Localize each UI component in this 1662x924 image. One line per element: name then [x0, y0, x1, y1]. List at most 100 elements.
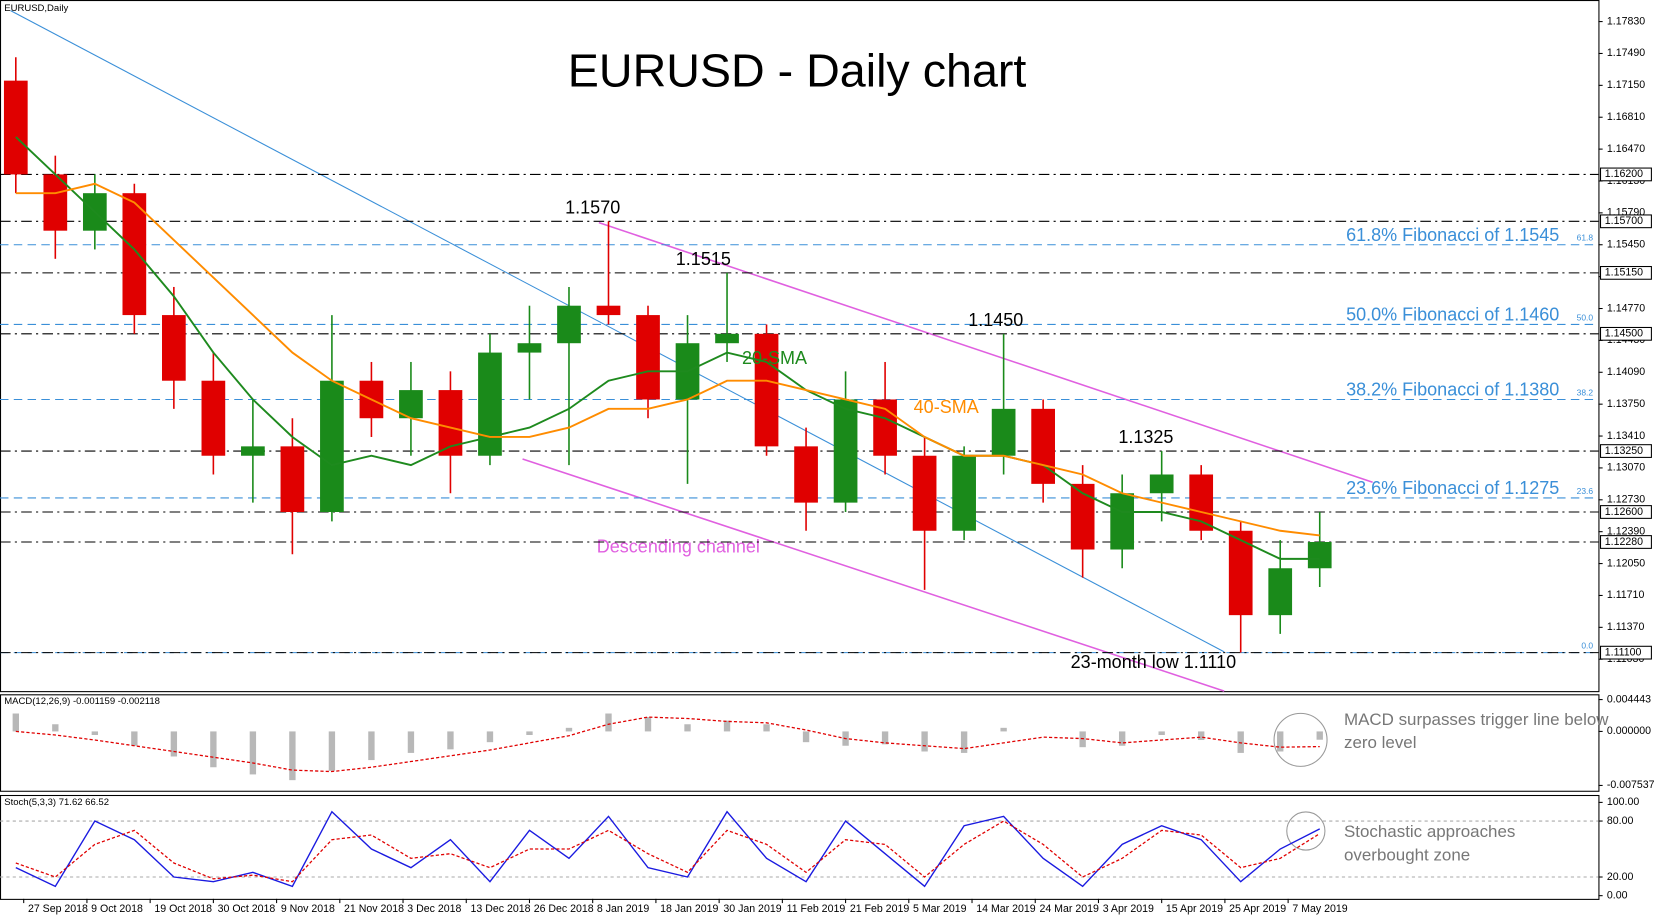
- y-tick-label: 1.12730: [1607, 494, 1645, 506]
- candle-body: [478, 352, 502, 456]
- y-tick-label: 1.17490: [1607, 47, 1645, 59]
- macd-panel: [0, 694, 1600, 792]
- stoch-circle: [1286, 811, 1326, 851]
- fib-label: 23.6% Fibonacci of 1.1275: [1346, 478, 1559, 498]
- x-tick-label: 30 Jan 2019: [723, 903, 781, 915]
- symbol-header: EURUSD,Daily: [4, 3, 68, 14]
- macd-bar: [802, 731, 810, 743]
- level-label: 1.14500: [1605, 328, 1643, 340]
- x-tick-label: 9 Nov 2018: [281, 903, 335, 915]
- macd-note: MACD surpasses trigger line below zero le…: [1344, 710, 1609, 752]
- macd-bar: [1000, 727, 1007, 732]
- macd-bar: [723, 720, 731, 732]
- macd-bar: [1237, 731, 1244, 753]
- macd-bar: [447, 731, 454, 750]
- level-box: [1599, 214, 1652, 229]
- signal-line: [15, 716, 1320, 773]
- fib-label: 61.8% Fibonacci of 1.1545: [1346, 225, 1559, 245]
- sma-label: 40-SMA: [914, 397, 979, 417]
- x-tick-label: 24 Mar 2019: [1039, 903, 1099, 915]
- candle-body: [1307, 542, 1332, 569]
- y-tick-label: 1.17150: [1607, 79, 1645, 91]
- y-tick-label: 1.13410: [1607, 430, 1645, 442]
- annotation: 1.1450: [968, 310, 1023, 330]
- x-tick-label: 13 Dec 2018: [470, 903, 530, 915]
- y-tick-label: 20.00: [1607, 871, 1634, 883]
- y-tick-label: 0.004443: [1607, 693, 1651, 705]
- x-tick-label: 9 Oct 2018: [91, 903, 143, 915]
- x-tick-label: 19 Oct 2018: [154, 903, 212, 915]
- macd-bar: [12, 713, 19, 732]
- candle-body: [320, 380, 344, 512]
- chart-title: EURUSD - Daily chart: [568, 45, 1027, 97]
- sma-line: [15, 136, 1320, 560]
- macd-bar: [644, 717, 652, 732]
- stoch-panel: [0, 794, 1600, 900]
- macd-bar: [368, 731, 375, 761]
- x-tick-label: 21 Nov 2018: [344, 903, 404, 915]
- fib-tag: 23.6: [1577, 486, 1594, 496]
- macd-bar: [921, 731, 928, 752]
- x-tick-label: 21 Feb 2019: [850, 903, 910, 915]
- candle-body: [557, 305, 581, 344]
- main-panel: [0, 0, 1600, 693]
- candle-body: [162, 315, 186, 381]
- level-label: 1.12600: [1605, 506, 1643, 518]
- x-tick-label: 18 Jan 2019: [660, 903, 718, 915]
- macd-bar: [526, 731, 533, 735]
- y-tick-label: 1.12390: [1607, 525, 1645, 537]
- x-tick-label: 5 Mar 2019: [913, 903, 967, 915]
- stoch-k: [15, 810, 1321, 888]
- candle-body: [517, 343, 542, 353]
- macd-bar: [1079, 731, 1086, 748]
- level-label: 1.16200: [1605, 168, 1643, 180]
- candle-body: [1110, 493, 1135, 550]
- macd-bar: [91, 731, 99, 735]
- level-box: [1599, 167, 1652, 182]
- y-tick-label: -0.007537: [1607, 779, 1655, 791]
- fib-tag: 50.0: [1577, 312, 1594, 322]
- y-tick-label: 1.16810: [1607, 111, 1645, 123]
- macd-bar: [1316, 731, 1323, 740]
- macd-bar: [960, 731, 968, 753]
- candle-body: [1228, 530, 1253, 616]
- y-tick-label: 1.15450: [1607, 239, 1645, 251]
- x-tick-label: 11 Feb 2019: [787, 903, 846, 915]
- candle-body: [912, 455, 937, 531]
- candle-body: [280, 446, 305, 512]
- candle-body: [596, 305, 621, 316]
- x-tick-label: 27 Sep 2018: [28, 903, 88, 915]
- level-box: [1599, 326, 1652, 341]
- y-tick-label: 1.13750: [1607, 398, 1645, 410]
- sma-label: 20-SMA: [742, 348, 807, 368]
- candle-body: [438, 390, 463, 456]
- level-box: [1599, 505, 1652, 519]
- macd-bar: [1198, 731, 1205, 741]
- fib-tag: 61.8: [1577, 233, 1594, 243]
- x-tick-label: 25 Apr 2019: [1229, 903, 1286, 915]
- macd-bar: [486, 731, 494, 743]
- candle-body: [1149, 474, 1174, 494]
- level-box: [1599, 444, 1652, 458]
- macd-bar: [684, 724, 691, 732]
- channel-label: Descending channel: [597, 537, 760, 557]
- y-tick-label: 0.000000: [1607, 725, 1651, 737]
- annotation: 1.1515: [676, 249, 731, 269]
- level-box: [1599, 535, 1652, 549]
- candle-body: [794, 446, 818, 503]
- candle-body: [952, 455, 976, 531]
- macd-bar: [249, 731, 257, 775]
- macd-bar: [52, 724, 59, 732]
- x-tick-label: 14 Mar 2019: [976, 903, 1036, 915]
- stoch-d: [15, 820, 1321, 883]
- x-tick-label: 26 Dec 2018: [534, 903, 594, 915]
- macd-bar: [210, 731, 217, 768]
- candle-body: [833, 399, 858, 503]
- level-label: 1.15700: [1605, 215, 1643, 227]
- macd-bar: [289, 731, 296, 781]
- candle-body: [1268, 568, 1293, 616]
- candle-body: [3, 80, 28, 175]
- x-tick-label: 7 May 2019: [1292, 903, 1347, 915]
- stoch-header: Stoch(5,3,3) 71.62 66.52: [4, 797, 109, 808]
